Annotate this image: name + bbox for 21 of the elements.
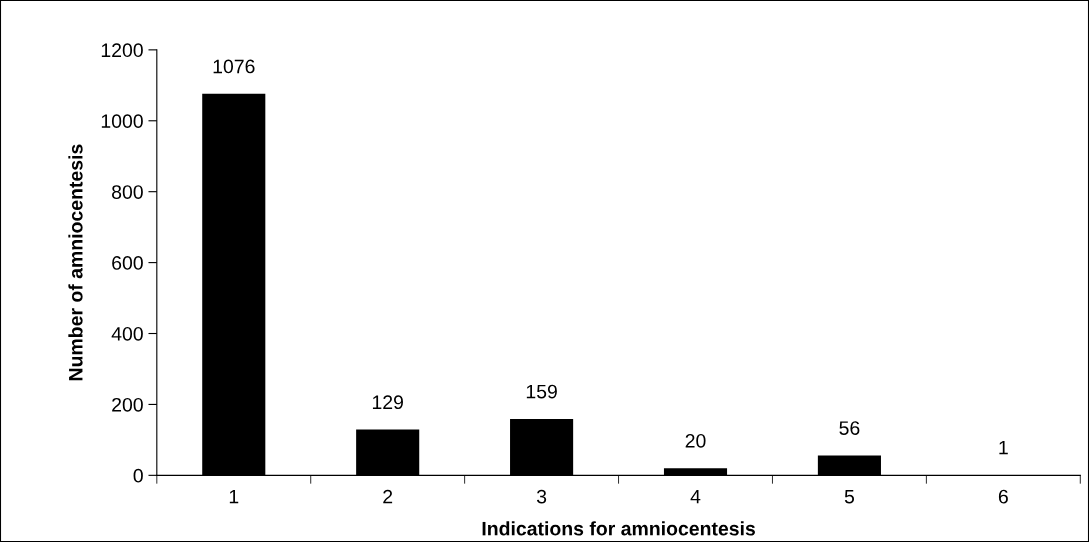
x-tick-label: 6: [998, 489, 1008, 504]
x-tick-label: 2: [383, 489, 393, 504]
data-label: 159: [526, 384, 557, 399]
x-tick-label: 3: [536, 489, 547, 504]
y-tick-label: 0: [133, 468, 143, 483]
data-label: 20: [685, 433, 706, 448]
y-tick-label: 800: [112, 185, 143, 199]
x-axis-title: Indications for amniocentesis: [482, 521, 755, 536]
y-tick-label: 400: [111, 326, 143, 341]
y-tick-label: 200: [112, 397, 143, 412]
data-label: 56: [839, 421, 860, 435]
y-tick-label: 600: [112, 256, 143, 270]
x-tick-label: 5: [844, 489, 855, 504]
y-axis-title: Number of amniocentesis: [68, 144, 83, 381]
data-label: 1: [999, 440, 1008, 455]
y-tick-label: 1000: [101, 114, 143, 129]
y-tick-label: 1200: [101, 43, 143, 58]
data-label: 1076: [213, 59, 255, 74]
x-tick-label: 4: [690, 489, 701, 504]
x-tick-label: 1: [229, 489, 239, 504]
data-label: 129: [372, 395, 403, 410]
